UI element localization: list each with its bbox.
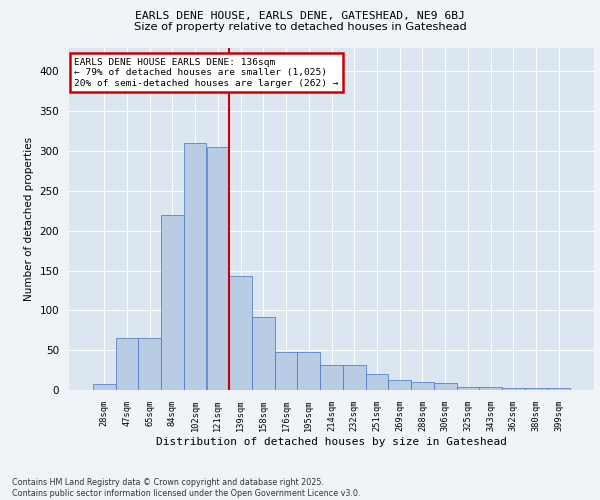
Text: EARLS DENE HOUSE, EARLS DENE, GATESHEAD, NE9 6BJ: EARLS DENE HOUSE, EARLS DENE, GATESHEAD,… (135, 11, 465, 21)
Text: EARLS DENE HOUSE EARLS DENE: 136sqm
← 79% of detached houses are smaller (1,025): EARLS DENE HOUSE EARLS DENE: 136sqm ← 79… (74, 58, 339, 88)
Bar (161, 215, 184, 390)
Bar (252, 316, 275, 390)
Bar (411, 382, 434, 390)
Text: Contains HM Land Registry data © Crown copyright and database right 2025.
Contai: Contains HM Land Registry data © Crown c… (12, 478, 361, 498)
Bar (547, 388, 570, 390)
Y-axis label: Number of detached properties: Number of detached properties (24, 136, 34, 301)
Bar (93, 384, 116, 390)
Text: Size of property relative to detached houses in Gateshead: Size of property relative to detached ho… (134, 22, 466, 32)
Bar (479, 387, 502, 390)
Bar (116, 338, 139, 390)
Bar (388, 380, 411, 390)
Bar (457, 387, 479, 390)
Bar (434, 383, 457, 390)
Bar (524, 388, 547, 390)
Bar (139, 338, 161, 390)
Bar (206, 147, 229, 390)
Bar (298, 352, 320, 390)
Bar (343, 364, 365, 390)
Bar (502, 388, 524, 390)
X-axis label: Distribution of detached houses by size in Gateshead: Distribution of detached houses by size … (156, 437, 507, 447)
Bar (184, 143, 206, 390)
Bar (320, 364, 343, 390)
Bar (275, 352, 298, 390)
Bar (229, 276, 252, 390)
Bar (365, 374, 388, 390)
